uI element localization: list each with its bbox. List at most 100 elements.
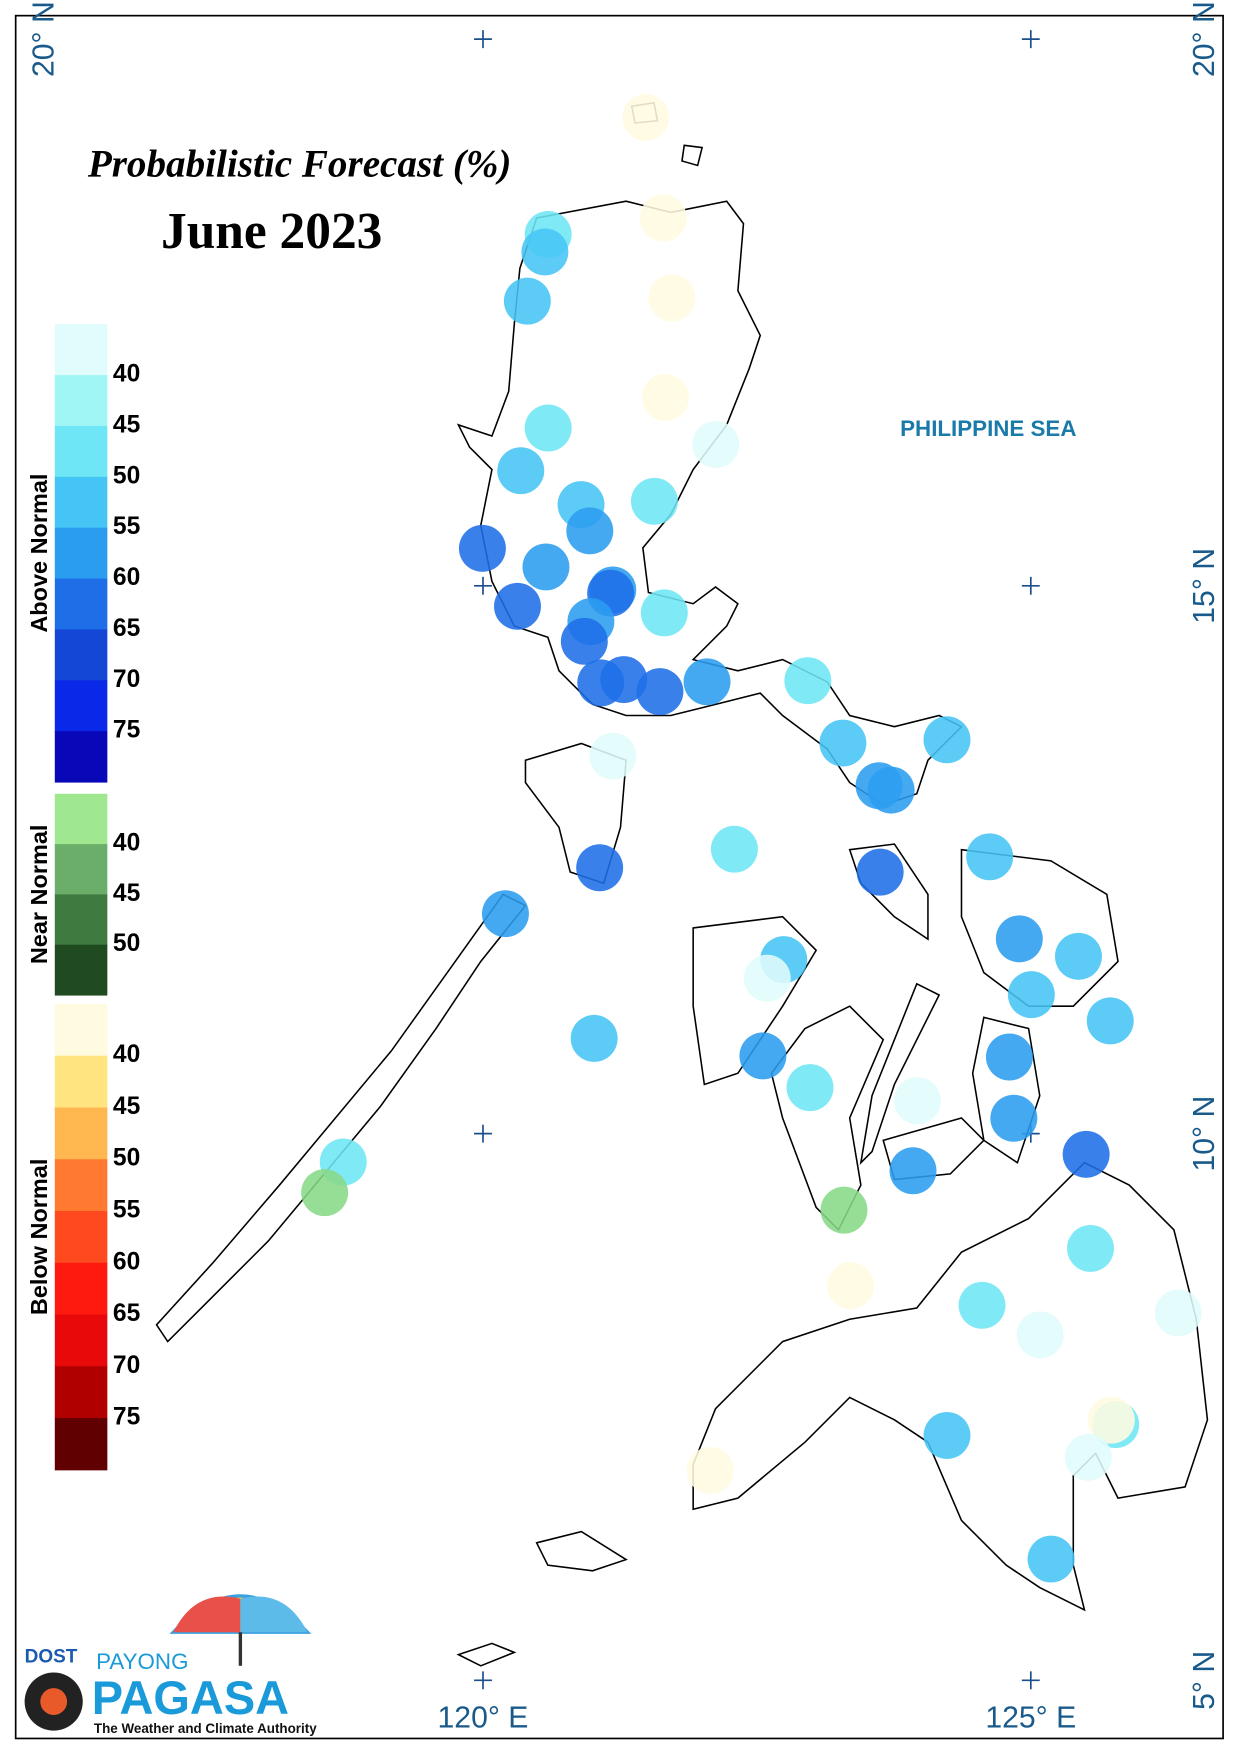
station [641,373,689,421]
station [1067,1224,1114,1272]
legend-label: 50 [113,462,140,489]
legend-swatch [54,1418,108,1471]
station [784,657,832,705]
legend-label: 50 [113,1145,140,1172]
station [1064,1433,1112,1481]
station [1154,1289,1202,1337]
cebu [859,982,941,1165]
legend-label: 60 [113,564,140,591]
legend-swatch [54,527,108,580]
station [481,890,529,938]
logo: DOST PAYONG PAGASA The Weather and Clima… [24,1594,317,1736]
logo-brand-top: PAYONG [96,1649,188,1674]
legend-swatch [54,425,108,478]
station [600,656,648,704]
station [622,93,670,141]
logo-emblem [40,1688,68,1715]
station [522,543,570,591]
station [521,228,569,276]
legend-swatch [54,894,108,946]
station [686,1446,734,1494]
sea-label: PHILIPPINE SEA [900,416,1076,441]
legend-swatch [54,844,108,895]
station [1062,1130,1110,1178]
legend-swatch [54,793,108,845]
station [786,1064,834,1112]
station [958,1281,1006,1329]
station [990,1094,1038,1142]
legend-group-name: Below Normal [26,1159,52,1316]
station [1007,971,1055,1019]
station [630,477,678,525]
legend-label: 45 [113,1093,140,1120]
station [819,719,867,767]
legend-label: 40 [113,1041,140,1068]
legend-swatch [54,1055,108,1109]
station [856,848,904,896]
legend-swatch [54,324,108,376]
station [566,507,614,555]
logo-umbrella [240,1596,308,1633]
legend-swatch [54,1262,108,1316]
legend-swatch [54,629,108,681]
station [867,766,915,814]
legend-label: 55 [113,1197,140,1224]
coordinate-label: 120° E [438,1701,529,1734]
coordinate-label: 10° N [1188,1096,1221,1172]
station [589,732,637,780]
logo-brand: PAGASA [92,1671,289,1724]
station [494,582,541,630]
station [503,277,551,325]
legend-swatch [54,1211,108,1264]
legend-label: 40 [113,361,140,388]
legend-label: 55 [113,513,140,540]
station [710,825,758,873]
station [1086,997,1134,1045]
station [497,447,545,495]
legend-swatch [54,680,108,732]
legend-swatch [54,476,108,529]
coordinate-label: 5° N [1188,1651,1221,1710]
station [923,716,971,764]
station [1087,1396,1135,1444]
legend-label: 60 [113,1248,140,1275]
legend-swatch [54,375,108,427]
station [648,274,696,322]
logo-tagline: The Weather and Climate Authority [94,1721,317,1736]
station [458,524,506,572]
legend-label: 45 [113,411,140,438]
station [524,404,572,452]
station [683,658,731,706]
legend-group-name: Above Normal [26,474,52,633]
station [995,915,1043,963]
legend: 40 45 50 55 60 65 70 75 Above Normal 40 45 50 Near N… [26,324,140,1471]
station [636,668,684,716]
station [640,589,688,637]
coordinate-label: 125° E [985,1701,1076,1734]
station [889,1147,937,1195]
legend-swatch [54,1366,108,1419]
legend-swatch [54,731,108,783]
station [1054,932,1102,980]
station [560,617,608,665]
legend-label: 70 [113,666,140,693]
sulu [535,1530,628,1572]
coordinate-label: 15° N [1188,548,1221,624]
legend-label: 70 [113,1352,140,1379]
tawi-tawi [456,1642,517,1667]
station [820,1186,868,1234]
legend-label: 75 [113,717,140,744]
coordinate-label: 20° N [28,1,61,77]
legend-label: 50 [113,930,140,957]
legend-label: 65 [113,1300,140,1327]
station [985,1033,1033,1081]
legend-label: 75 [113,1404,140,1431]
logo-umbrella [173,1596,241,1633]
station [692,420,740,468]
station [1016,1311,1064,1359]
legend-swatch [54,1314,108,1367]
coordinate-label: 20° N [1188,1,1221,77]
station [966,833,1014,881]
legend-swatch [54,578,108,630]
